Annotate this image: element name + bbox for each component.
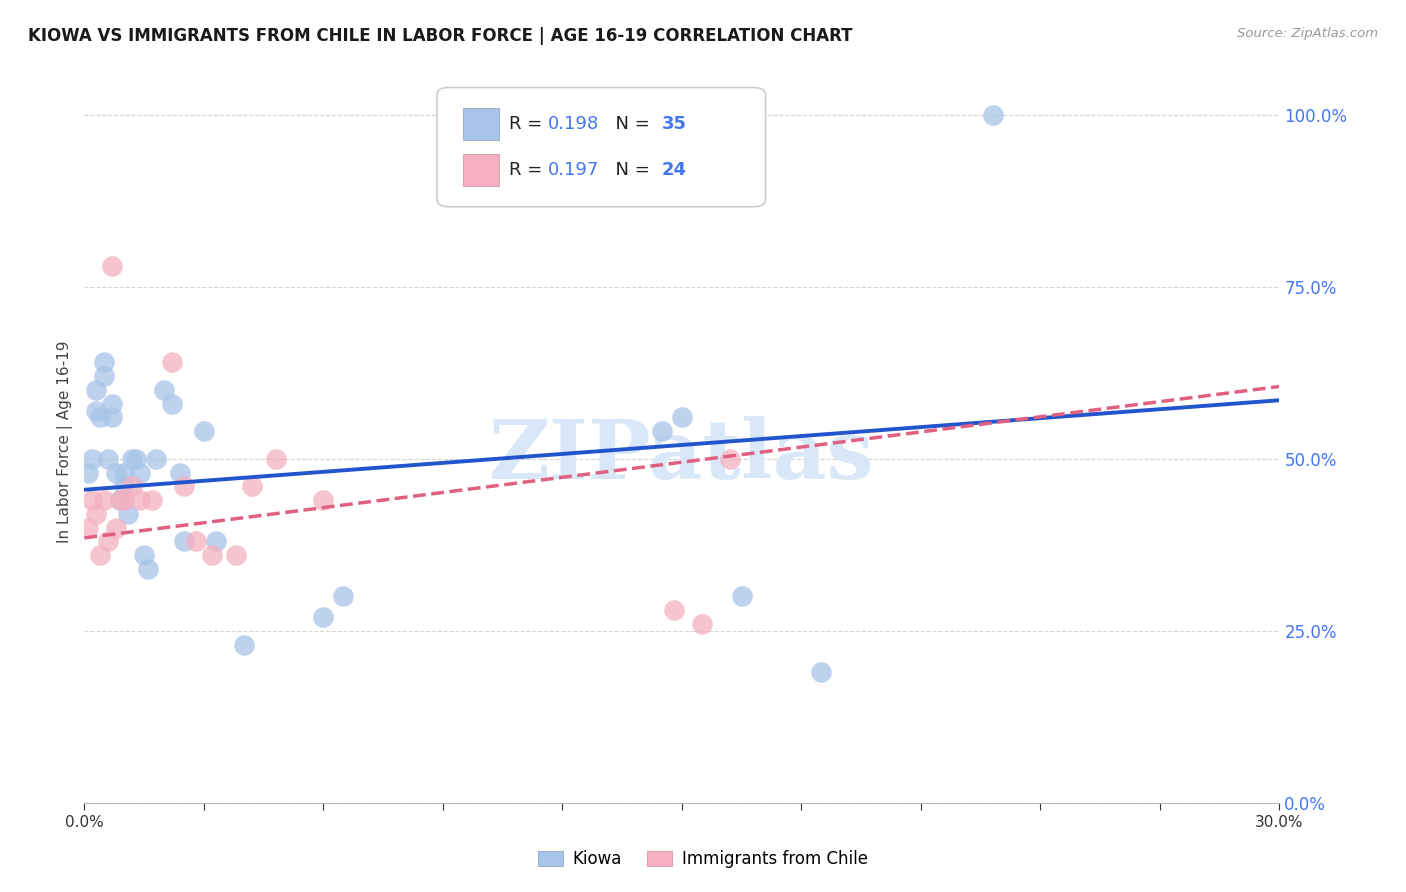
Point xyxy=(312,493,335,508)
Point xyxy=(718,451,741,466)
Point xyxy=(112,493,135,508)
Point xyxy=(264,451,287,466)
Text: ZIPatlas: ZIPatlas xyxy=(489,416,875,496)
Point xyxy=(160,397,183,411)
Point xyxy=(184,534,207,549)
Point xyxy=(93,493,115,508)
Point xyxy=(129,493,152,508)
Point xyxy=(240,479,263,493)
Point xyxy=(132,548,156,562)
Point xyxy=(77,520,100,534)
Point xyxy=(117,507,139,521)
Text: KIOWA VS IMMIGRANTS FROM CHILE IN LABOR FORCE | AGE 16-19 CORRELATION CHART: KIOWA VS IMMIGRANTS FROM CHILE IN LABOR … xyxy=(28,27,852,45)
Point xyxy=(129,466,152,480)
Point xyxy=(82,493,104,508)
Point xyxy=(232,638,254,652)
Point xyxy=(86,383,108,397)
Point xyxy=(136,562,159,576)
Text: 0.197: 0.197 xyxy=(548,161,599,179)
Point xyxy=(112,479,135,493)
Point xyxy=(101,397,124,411)
Point xyxy=(86,507,108,521)
Text: N =: N = xyxy=(605,115,655,133)
FancyBboxPatch shape xyxy=(463,108,499,140)
Point xyxy=(121,451,143,466)
Point xyxy=(173,534,195,549)
Point xyxy=(82,451,104,466)
Point xyxy=(193,424,215,438)
FancyBboxPatch shape xyxy=(437,87,766,207)
Point xyxy=(93,355,115,369)
Point xyxy=(205,534,228,549)
Point xyxy=(141,493,163,508)
Point xyxy=(89,548,111,562)
Point xyxy=(97,451,120,466)
Point xyxy=(77,466,100,480)
Point xyxy=(731,590,754,604)
FancyBboxPatch shape xyxy=(463,154,499,186)
Point xyxy=(312,610,335,624)
Text: N =: N = xyxy=(605,161,655,179)
Legend: Kiowa, Immigrants from Chile: Kiowa, Immigrants from Chile xyxy=(531,844,875,875)
Point xyxy=(153,383,176,397)
Point xyxy=(671,410,693,425)
Point xyxy=(89,410,111,425)
Point xyxy=(981,108,1004,122)
Point xyxy=(105,520,128,534)
Point xyxy=(93,369,115,384)
Point xyxy=(169,466,191,480)
Text: 35: 35 xyxy=(662,115,686,133)
Point xyxy=(101,410,124,425)
Point xyxy=(662,603,685,617)
Text: R =: R = xyxy=(509,115,547,133)
Text: R =: R = xyxy=(509,161,547,179)
Point xyxy=(225,548,247,562)
Point xyxy=(86,403,108,417)
Point xyxy=(690,616,713,631)
Y-axis label: In Labor Force | Age 16-19: In Labor Force | Age 16-19 xyxy=(58,340,73,543)
Text: Source: ZipAtlas.com: Source: ZipAtlas.com xyxy=(1237,27,1378,40)
Point xyxy=(110,493,132,508)
Point xyxy=(810,665,832,679)
Point xyxy=(101,259,124,273)
Text: 24: 24 xyxy=(662,161,686,179)
Point xyxy=(110,493,132,508)
Point xyxy=(201,548,224,562)
Point xyxy=(112,466,135,480)
Text: 0.198: 0.198 xyxy=(548,115,599,133)
Point xyxy=(160,355,183,369)
Point xyxy=(121,479,143,493)
Point xyxy=(125,451,148,466)
Point xyxy=(332,590,354,604)
Point xyxy=(97,534,120,549)
Point xyxy=(105,466,128,480)
Point xyxy=(651,424,673,438)
Point xyxy=(145,451,167,466)
Point xyxy=(173,479,195,493)
